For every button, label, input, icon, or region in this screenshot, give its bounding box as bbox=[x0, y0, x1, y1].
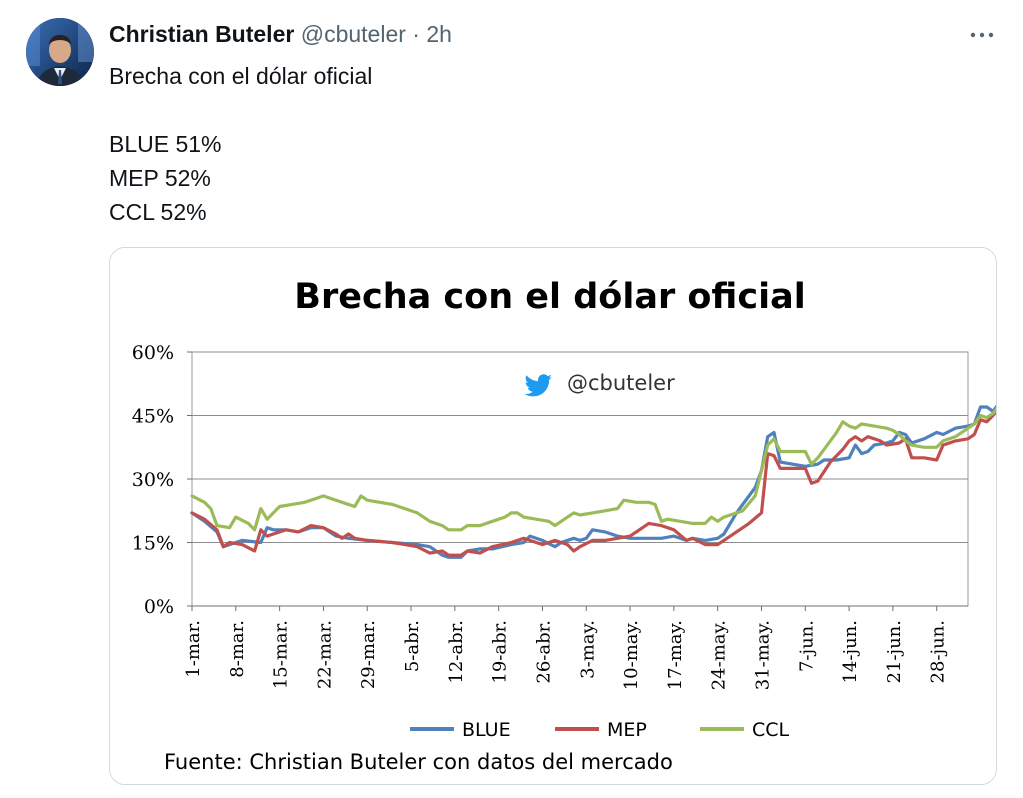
x-axis-ticks: 1-mar. 8-mar. 15-mar. 22-mar. 29-mar. 5-abr. 1… bbox=[183, 620, 949, 690]
tweet-media-image[interactable]: Brecha con el dólar oficial 60% 45% 30% 15%… bbox=[109, 247, 997, 785]
series-line-mep bbox=[190, 409, 996, 557]
avatar-image bbox=[26, 18, 94, 86]
y-tick-label: 15% bbox=[132, 533, 174, 555]
series-line-ccl bbox=[190, 406, 996, 532]
tweet-text-line: CCL 52% bbox=[109, 199, 207, 225]
watermark: @cbuteler bbox=[524, 371, 675, 397]
y-axis-ticks: 60% 45% 30% 15% 0% bbox=[132, 342, 174, 618]
more-options-button[interactable] bbox=[962, 20, 1002, 50]
watermark-handle: @cbuteler bbox=[567, 371, 675, 395]
x-tick-label: 28-jun. bbox=[928, 620, 949, 683]
chart-source-note: Fuente: Christian Buteler con datos del … bbox=[164, 750, 673, 774]
y-tick-label: 30% bbox=[132, 469, 174, 491]
x-tick-label: 15-mar. bbox=[271, 620, 292, 689]
x-tick-label: 10-may. bbox=[621, 620, 642, 690]
x-tick-label: 8-mar. bbox=[227, 620, 248, 678]
y-tick-label: 0% bbox=[144, 596, 174, 618]
x-tick-label: 21-jun. bbox=[884, 620, 905, 683]
x-tick-label: 3-may. bbox=[577, 620, 598, 679]
x-tick-label: 1-mar. bbox=[183, 620, 204, 678]
x-tick-label: 19-abr. bbox=[490, 620, 511, 684]
author-handle[interactable]: @cbuteler bbox=[300, 21, 406, 47]
legend-label-blue: BLUE bbox=[462, 719, 511, 741]
tweet-header: Christian Buteler @cbuteler · 2h bbox=[109, 19, 452, 49]
tweet-text: Brecha con el dólar oficial BLUE 51% MEP… bbox=[109, 59, 372, 229]
x-tick-label: 14-jun. bbox=[840, 620, 861, 683]
chart-title: Brecha con el dólar oficial bbox=[294, 277, 805, 317]
x-tick-label: 29-mar. bbox=[358, 620, 379, 689]
x-tick-label: 5-abr. bbox=[402, 620, 423, 672]
x-tick-label: 22-mar. bbox=[314, 620, 335, 689]
chart-series bbox=[190, 404, 996, 559]
x-tick-label: 17-may. bbox=[665, 620, 686, 690]
tweet-timestamp[interactable]: 2h bbox=[426, 21, 452, 47]
more-horizontal-icon bbox=[970, 32, 994, 38]
tweet-text-line: Brecha con el dólar oficial bbox=[109, 63, 373, 89]
legend-label-mep: MEP bbox=[607, 719, 647, 741]
chart-gridlines bbox=[187, 351, 969, 611]
y-tick-label: 45% bbox=[132, 406, 174, 428]
tweet-text-line bbox=[109, 93, 372, 127]
y-tick-label: 60% bbox=[132, 342, 174, 364]
separator-dot: · bbox=[412, 21, 420, 47]
tweet-text-line: BLUE 51% bbox=[109, 131, 222, 157]
chart-legend: BLUE MEP CCL bbox=[410, 719, 790, 741]
x-tick-label: 7-jun. bbox=[796, 620, 817, 672]
x-tick-label: 12-abr. bbox=[446, 620, 467, 684]
legend-label-ccl: CCL bbox=[752, 719, 790, 741]
x-tick-label: 31-may. bbox=[752, 620, 773, 690]
chart: Brecha con el dólar oficial 60% 45% 30% 15%… bbox=[110, 248, 996, 784]
twitter-bird-icon bbox=[524, 374, 552, 397]
author-name[interactable]: Christian Buteler bbox=[109, 21, 295, 47]
x-tick-label: 24-may. bbox=[709, 620, 730, 690]
tweet-text-line: MEP 52% bbox=[109, 165, 211, 191]
avatar[interactable] bbox=[26, 18, 94, 86]
x-tick-label: 26-abr. bbox=[533, 620, 554, 684]
